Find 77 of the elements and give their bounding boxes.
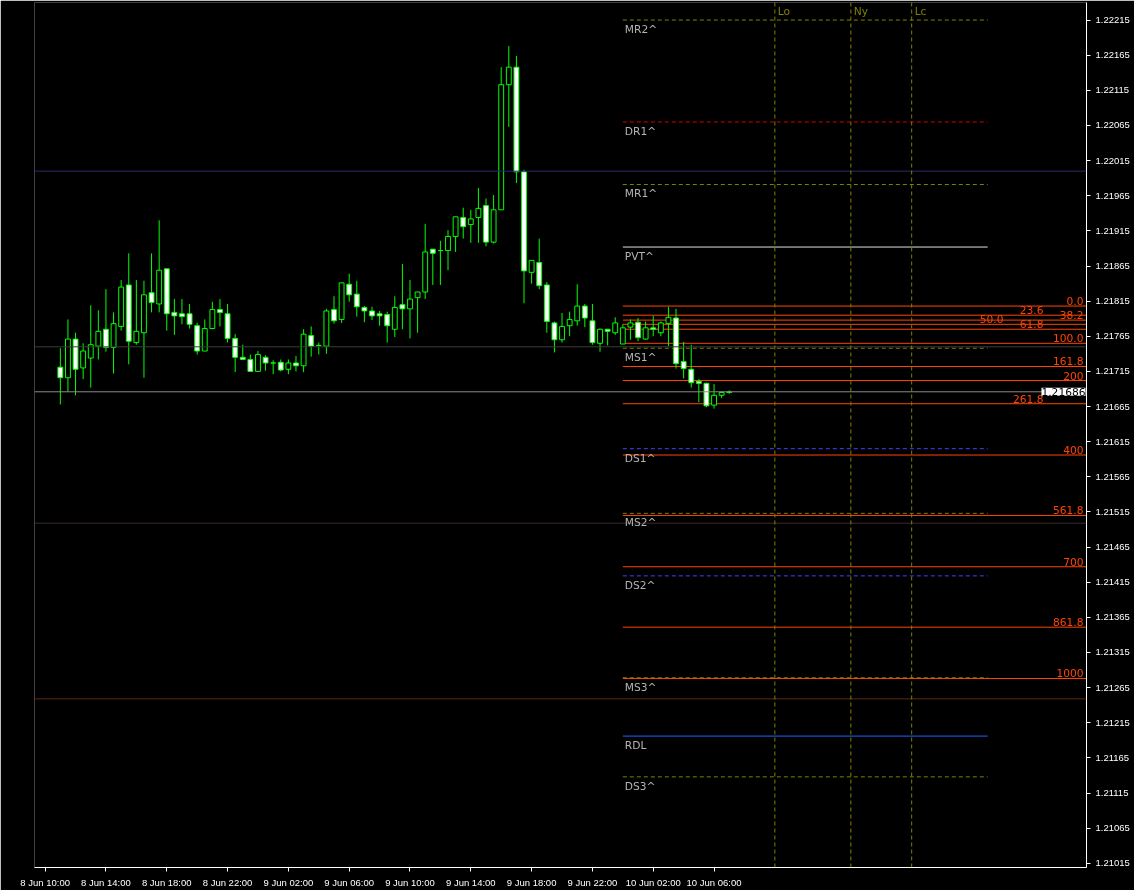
candlestick (331, 295, 337, 325)
y-tick-label: 1.21265 (1095, 681, 1130, 693)
y-tick-label: 1.21115 (1095, 787, 1129, 799)
y-tick-label: 1.21965 (1095, 189, 1130, 201)
x-tick-label: 10 Jun 06:00 (686, 876, 742, 888)
series-label: RDL (624, 739, 647, 753)
ref-line-label: Lc (914, 4, 927, 18)
y-tick-label: 1.21715 (1095, 365, 1130, 377)
series-label: MR1^ (624, 187, 658, 201)
x-tick-label: 8 Jun 14:00 (81, 876, 131, 888)
y-tick-label: 1.22065 (1095, 119, 1130, 131)
ref-line-label: Ny (853, 4, 869, 18)
series-label: 200 (1063, 369, 1084, 383)
y-tick-label: 1.21465 (1095, 541, 1130, 553)
y-tick-label: 1.21615 (1095, 435, 1130, 447)
series-label: MS3^ (624, 680, 657, 694)
series-label: MS2^ (624, 516, 657, 530)
series-label: DS2^ (624, 578, 656, 592)
candlestick (445, 229, 451, 271)
series-label: PVT^ (624, 250, 654, 264)
y-tick-label: 1.22215 (1095, 14, 1130, 26)
x-tick-label: 8 Jun 22:00 (202, 876, 253, 888)
ref-line-label: Lo (777, 4, 791, 18)
y-tick-label: 1.21815 (1095, 295, 1130, 307)
x-tick-label: 9 Jun 22:00 (567, 876, 618, 888)
candlestick (414, 291, 421, 334)
y-tick-label: 1.21415 (1095, 576, 1130, 588)
y-tick-label: 1.21015 (1095, 857, 1130, 869)
x-tick-label: 10 Jun 02:00 (625, 876, 681, 888)
candlestick (217, 298, 223, 327)
y-tick-label: 1.21665 (1095, 400, 1130, 412)
x-tick-label: 9 Jun 18:00 (506, 876, 557, 888)
series-label: 261.8 (1012, 392, 1044, 406)
candlestick (688, 344, 695, 389)
series-label: 561.8 (1052, 504, 1084, 518)
y-tick-label: 1.22015 (1095, 154, 1130, 166)
series-label: MS1^ (624, 351, 657, 365)
series-label: 0.0 (1066, 295, 1084, 309)
series-label: 1000 (1056, 667, 1084, 681)
y-tick-label: 1.21915 (1095, 224, 1130, 236)
series-label: 700 (1063, 555, 1084, 569)
x-tick-label: 9 Jun 10:00 (385, 876, 435, 888)
y-tick-label: 1.21315 (1095, 646, 1130, 658)
candlestick (475, 187, 482, 244)
x-tick-label: 9 Jun 06:00 (324, 876, 375, 888)
x-tick-label: 9 Jun 02:00 (263, 876, 314, 888)
series-label: DS3^ (624, 779, 656, 793)
candlestick (619, 323, 626, 345)
candlestick (467, 209, 474, 244)
series-label: DR1^ (624, 124, 657, 138)
y-tick-label: 1.22115 (1095, 84, 1130, 96)
series-label: 161.8 (1052, 355, 1084, 369)
x-tick-label: 8 Jun 18:00 (141, 876, 192, 888)
y-tick-label: 1.21065 (1095, 822, 1130, 834)
x-tick-label: 9 Jun 14:00 (445, 876, 496, 888)
y-tick-label: 1.21215 (1095, 716, 1130, 728)
series-label: 861.8 (1052, 616, 1084, 630)
y-tick-label: 1.22165 (1095, 49, 1130, 61)
candlestick (581, 303, 588, 328)
candlestick (407, 279, 413, 339)
series-label: 400 (1063, 444, 1084, 458)
y-tick-label: 1.21165 (1095, 751, 1130, 763)
candlestick (429, 248, 436, 286)
series-label: DS1^ (624, 451, 656, 465)
y-tick-label: 1.21515 (1095, 505, 1130, 517)
y-tick-label: 1.21565 (1095, 470, 1130, 482)
x-tick-label: 8 Jun 10:00 (20, 876, 70, 888)
y-tick-label: 1.21865 (1095, 260, 1130, 272)
series-label: 23.6 (1019, 304, 1044, 318)
y-tick-label: 1.21765 (1095, 330, 1130, 342)
candlestick (57, 347, 64, 405)
series-label: MR2^ (624, 23, 658, 37)
candlestick (353, 280, 360, 318)
series-label: 100.0 (1052, 332, 1084, 346)
y-tick-label: 1.21365 (1095, 611, 1130, 623)
candlestick (680, 341, 687, 379)
candlestick (369, 306, 375, 321)
